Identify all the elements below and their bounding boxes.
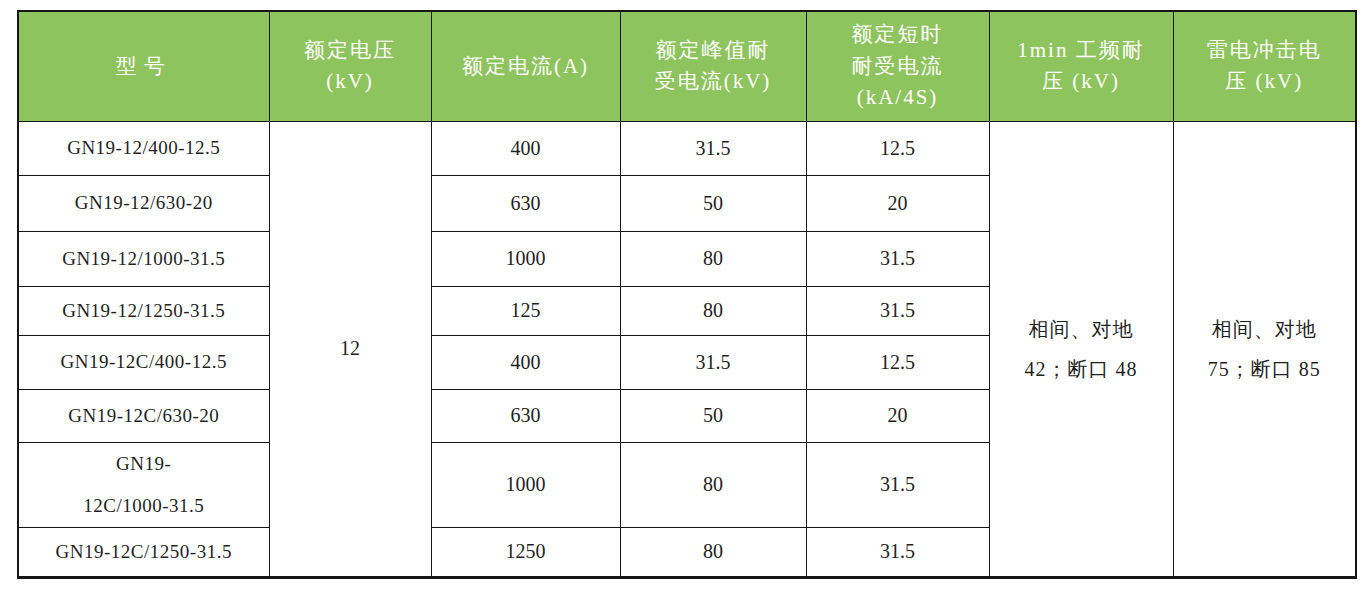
- short-time-cell: 31.5: [806, 231, 989, 286]
- model-cell: GN19- 12C/1000-31.5: [18, 442, 269, 527]
- current-cell: 1250: [431, 527, 620, 577]
- peak-cell: 80: [620, 527, 806, 577]
- model-cell: GN19-12C/400-12.5: [18, 335, 269, 389]
- header-rated-current: 额定电流(A): [431, 11, 620, 121]
- peak-cell: 80: [620, 231, 806, 286]
- peak-cell: 50: [620, 389, 806, 442]
- table-row: GN19-12/400-12.5 12 400 31.5 12.5 相间、对地 …: [18, 121, 1356, 175]
- current-cell: 400: [431, 121, 620, 175]
- rated-voltage-merged-cell: 12: [269, 121, 431, 577]
- header-peak-withstand-current: 额定峰值耐 受电流(kV): [620, 11, 806, 121]
- peak-cell: 80: [620, 286, 806, 335]
- short-time-cell: 31.5: [806, 442, 989, 527]
- header-short-time-withstand-current: 额定短时 耐受电流 (kA/4S): [806, 11, 989, 121]
- header-model-text: 型号: [23, 51, 265, 83]
- model-cell: GN19-12/630-20: [18, 175, 269, 231]
- header-model: 型号: [18, 11, 269, 121]
- short-time-cell: 12.5: [806, 121, 989, 175]
- short-time-cell: 31.5: [806, 527, 989, 577]
- current-cell: 1000: [431, 442, 620, 527]
- header-lightning-impulse-voltage: 雷电冲击电 压 (kV): [1173, 11, 1356, 121]
- current-cell: 630: [431, 389, 620, 442]
- model-cell: GN19-12/1000-31.5: [18, 231, 269, 286]
- model-cell: GN19-12C/1250-31.5: [18, 527, 269, 577]
- model-cell: GN19-12/1250-31.5: [18, 286, 269, 335]
- spec-table-container: 型号 额定电压 (kV) 额定电流(A) 额定峰值耐 受电流(kV) 额定短时 …: [17, 10, 1357, 579]
- peak-cell: 50: [620, 175, 806, 231]
- current-cell: 1000: [431, 231, 620, 286]
- short-time-cell: 12.5: [806, 335, 989, 389]
- current-cell: 630: [431, 175, 620, 231]
- header-power-freq-withstand-voltage: 1min 工频耐 压 (kV): [989, 11, 1173, 121]
- model-cell: GN19-12C/630-20: [18, 389, 269, 442]
- header-rated-voltage: 额定电压 (kV): [269, 11, 431, 121]
- spec-table: 型号 额定电压 (kV) 额定电流(A) 额定峰值耐 受电流(kV) 额定短时 …: [17, 10, 1357, 579]
- model-cell: GN19-12/400-12.5: [18, 121, 269, 175]
- power-freq-merged-cell: 相间、对地 42；断口 48: [989, 121, 1173, 577]
- short-time-cell: 20: [806, 175, 989, 231]
- current-cell: 125: [431, 286, 620, 335]
- header-row: 型号 额定电压 (kV) 额定电流(A) 额定峰值耐 受电流(kV) 额定短时 …: [18, 11, 1356, 121]
- peak-cell: 31.5: [620, 335, 806, 389]
- current-cell: 400: [431, 335, 620, 389]
- lightning-merged-cell: 相间、对地 75；断口 85: [1173, 121, 1356, 577]
- short-time-cell: 20: [806, 389, 989, 442]
- short-time-cell: 31.5: [806, 286, 989, 335]
- peak-cell: 80: [620, 442, 806, 527]
- peak-cell: 31.5: [620, 121, 806, 175]
